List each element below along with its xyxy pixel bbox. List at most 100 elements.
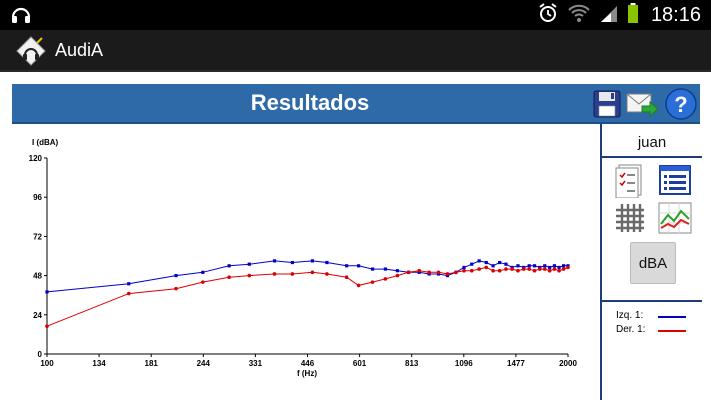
app-title: AudiA <box>55 40 104 60</box>
status-bar: 18:16 <box>0 0 711 30</box>
data-point <box>356 283 361 288</box>
y-tick-label: 72 <box>33 232 42 241</box>
data-point <box>542 267 547 271</box>
data-point <box>561 267 566 271</box>
series-line-0 <box>46 260 568 293</box>
data-point <box>491 268 495 273</box>
save-icon[interactable] <box>590 87 624 121</box>
data-point <box>395 273 400 278</box>
frequency-chart: I (dBA) f (Hz) 0 24 48 72 96 120 100 134 181 244 3… <box>12 124 600 400</box>
series-line-1 <box>46 266 569 327</box>
chart-axes: 0 24 48 72 96 120 100 134 181 244 331 446 601 813 1096… <box>29 154 578 368</box>
chart-series <box>45 259 570 329</box>
data-point <box>325 260 329 265</box>
data-point <box>527 267 531 271</box>
data-point <box>548 265 552 270</box>
data-point <box>383 277 388 281</box>
chart-svg: I (dBA) f (Hz) 0 24 48 72 96 120 100 134 181 244 3… <box>29 138 578 378</box>
data-point <box>497 268 502 273</box>
data-point <box>325 272 329 276</box>
alarm-icon <box>537 2 559 29</box>
main-content: Resultados ? I (dBA) <box>0 74 711 400</box>
action-bar: AudiA <box>0 30 711 72</box>
grid-icon[interactable] <box>612 200 648 236</box>
data-point <box>290 260 294 265</box>
dba-button[interactable]: dBA <box>630 242 676 284</box>
x-axis-label: f (Hz) <box>297 369 317 378</box>
legend-left-line <box>658 316 686 318</box>
data-point <box>290 272 295 276</box>
data-point <box>383 267 388 271</box>
data-point <box>532 264 537 268</box>
line-chart-icon[interactable] <box>657 200 693 236</box>
results-header: Resultados ? <box>12 84 700 124</box>
data-point <box>395 269 400 273</box>
y-tick-label: 96 <box>33 193 42 202</box>
data-point <box>491 264 495 268</box>
data-point <box>516 264 520 268</box>
data-point <box>417 268 421 273</box>
export-mail-icon[interactable] <box>625 87 659 121</box>
data-point <box>344 275 349 280</box>
data-point <box>484 260 488 265</box>
x-tick-label: 1096 <box>455 359 473 368</box>
data-point <box>272 259 277 263</box>
y-axis-label: I (dBA) <box>32 138 59 147</box>
app-logo-icon[interactable] <box>15 35 47 67</box>
data-point <box>227 275 231 280</box>
checklist-icon[interactable] <box>612 162 648 199</box>
data-point <box>436 270 441 275</box>
data-point <box>127 282 131 286</box>
signal-icon <box>599 3 619 28</box>
data-point <box>406 270 411 275</box>
data-point <box>561 264 566 268</box>
legend-right-label: Der. 1: <box>616 324 646 335</box>
clock-time: 18:16 <box>650 3 701 26</box>
x-tick-label: 813 <box>405 359 419 368</box>
wifi-icon <box>567 2 591 29</box>
data-point <box>477 259 481 263</box>
y-tick-label: 24 <box>33 311 42 320</box>
data-point <box>527 264 531 268</box>
x-tick-label: 446 <box>301 359 315 368</box>
data-point <box>532 268 537 273</box>
help-icon[interactable]: ? <box>664 87 698 121</box>
data-point <box>566 265 570 270</box>
y-tick-label: 48 <box>33 272 42 281</box>
data-point <box>45 324 49 329</box>
data-point <box>310 270 315 275</box>
x-tick-label: 331 <box>249 359 263 368</box>
data-point <box>126 291 131 296</box>
battery-icon <box>627 2 639 29</box>
data-point <box>552 264 557 268</box>
x-tick-label: 134 <box>92 359 106 368</box>
data-point <box>543 264 547 268</box>
data-point <box>247 262 251 266</box>
svg-text:?: ? <box>674 92 687 117</box>
data-point <box>547 268 552 273</box>
x-tick-label: 244 <box>197 359 211 368</box>
data-point <box>427 270 431 275</box>
data-point <box>357 264 361 268</box>
data-point <box>504 267 508 271</box>
data-point <box>227 264 231 268</box>
list-view-icon[interactable] <box>657 162 693 198</box>
data-point <box>462 268 466 273</box>
data-point <box>445 272 450 276</box>
data-point <box>537 267 542 271</box>
x-tick-label: 601 <box>353 359 367 368</box>
results-title: Resultados <box>250 90 370 115</box>
x-tick-label: 1477 <box>507 359 525 368</box>
data-point <box>504 262 508 266</box>
data-point <box>484 265 489 270</box>
data-point <box>498 260 502 265</box>
data-point <box>247 273 252 278</box>
data-point <box>462 265 466 270</box>
data-point <box>272 272 277 276</box>
data-point <box>557 265 561 270</box>
data-point <box>510 267 514 271</box>
data-point <box>174 286 178 291</box>
data-point <box>345 264 349 268</box>
x-tick-label: 2000 <box>559 359 577 368</box>
y-tick-label: 120 <box>29 154 43 163</box>
